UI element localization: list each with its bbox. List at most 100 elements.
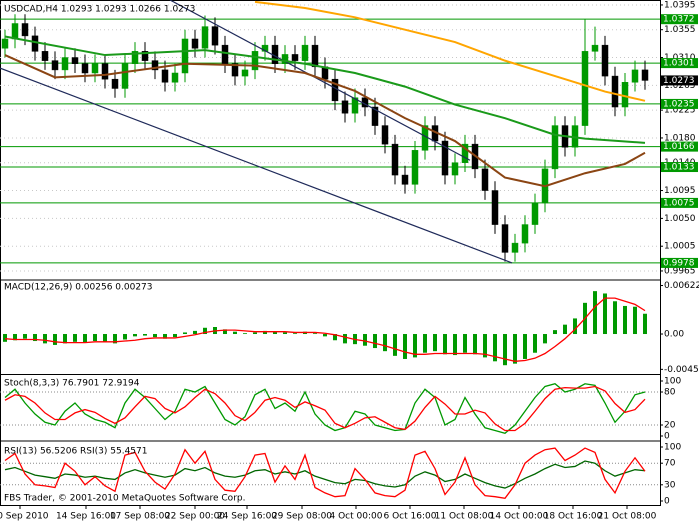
candle-body (521, 224, 529, 244)
macd-bar (403, 334, 407, 359)
macd-bar (383, 334, 387, 352)
candle-body (461, 143, 469, 163)
candle-body (351, 97, 359, 114)
macd-bar (473, 334, 477, 355)
macd-bar (43, 334, 47, 344)
macd-bar (423, 334, 427, 353)
candle-body (201, 26, 209, 49)
candle-body (621, 82, 629, 108)
macd-bar (613, 301, 617, 335)
rsi-title: RSI(13) 56.5206 RSI(3) 55.4571 (4, 447, 147, 457)
macd-bar (313, 333, 317, 335)
macd-bar (643, 313, 647, 335)
macd-bar (413, 334, 417, 358)
trendline (169, 0, 471, 161)
macd-bar (3, 334, 7, 342)
y-tick-label: 80 (664, 388, 676, 398)
y-tick-label: 0.00 (664, 330, 684, 340)
candle-body (1, 38, 9, 49)
candle-body (171, 72, 179, 83)
macd-bar (543, 334, 547, 344)
footer: FBS Trader, © 2001-2010 MetaQuotes Softw… (4, 494, 245, 504)
y-tick-label: 20 (664, 421, 676, 431)
level-label: 1.0235 (663, 99, 695, 109)
candle-body (281, 54, 289, 64)
candle-body (11, 23, 19, 40)
macd-bar (593, 291, 597, 335)
macd-bar (263, 330, 267, 335)
macd-bar (183, 332, 187, 335)
macd-bar (503, 334, 507, 366)
indicator-line (4, 460, 646, 489)
level-label: 0.9978 (663, 258, 695, 268)
candle-body (161, 69, 169, 83)
candle-body (291, 54, 299, 61)
candle-body (401, 174, 409, 185)
candle-body (31, 35, 39, 52)
candle-body (81, 63, 89, 74)
macd-bar (453, 334, 457, 356)
indicator-line (4, 447, 646, 500)
candle-body (251, 51, 259, 71)
candle-body (411, 150, 419, 185)
macd-bar (333, 334, 337, 341)
y-tick-label: 1.0310 (664, 53, 696, 63)
macd-bar (93, 334, 97, 342)
macd-bar (253, 332, 257, 335)
level-label: 1.0372 (663, 15, 695, 25)
macd-bar (573, 318, 577, 335)
candle-body (191, 38, 199, 49)
x-tick-label: 22 Sep 00:00 (165, 512, 225, 522)
x-tick-label: 11 Oct 08:00 (435, 512, 494, 522)
level-label-box (661, 141, 698, 152)
y-tick-label: 70 (664, 459, 676, 469)
candle-body (501, 224, 509, 253)
y-tick-label: 1.0050 (664, 214, 696, 224)
candle-body (611, 75, 619, 108)
x-tick-label: 10 Sep 2010 (0, 512, 49, 522)
trendline (0, 67, 513, 264)
candle-body (121, 63, 129, 89)
indicator-line (4, 385, 646, 432)
macd-bar (433, 334, 437, 352)
level-label: 1.0075 (663, 198, 695, 208)
macd-bar (233, 331, 237, 335)
candle-body (111, 78, 119, 89)
candle-body (41, 51, 49, 61)
macd-bar (83, 334, 87, 343)
candle-body (91, 63, 99, 74)
candle-body (631, 69, 639, 83)
x-tick-label: 14 Sep 16:00 (56, 512, 116, 522)
candle-body (71, 57, 79, 64)
macd-bar (603, 293, 607, 335)
candle-body (371, 106, 379, 126)
level-label-box (661, 58, 698, 69)
macd-bar (323, 334, 327, 337)
y-tick-label: 0.9965 (664, 266, 696, 276)
plot-frame (0, 0, 661, 506)
y-tick-label: 1.0095 (664, 186, 696, 196)
x-tick-label: 18 Oct 16:00 (544, 512, 603, 522)
level-label-box (661, 14, 698, 25)
x-tick-label: 24 Sep 16:00 (217, 512, 277, 522)
level-label: 1.0301 (663, 59, 695, 69)
level-label-box (661, 197, 698, 208)
macd-bar (563, 324, 567, 335)
macd-bar (103, 334, 107, 342)
macd-bar (223, 329, 227, 335)
macd-bar (173, 334, 177, 338)
macd-bar (143, 334, 147, 336)
y-tick-label: 0.00622 (664, 281, 699, 291)
macd-bar (493, 334, 497, 362)
y-tick-label: 100 (664, 443, 681, 453)
macd-bar (33, 334, 37, 342)
candle-body (141, 51, 149, 61)
candle-body (391, 143, 399, 176)
macd-bar (633, 306, 637, 335)
candle-body (581, 51, 589, 126)
candle-body (151, 60, 159, 71)
macd-bar (13, 334, 17, 341)
candle-body (51, 60, 59, 71)
